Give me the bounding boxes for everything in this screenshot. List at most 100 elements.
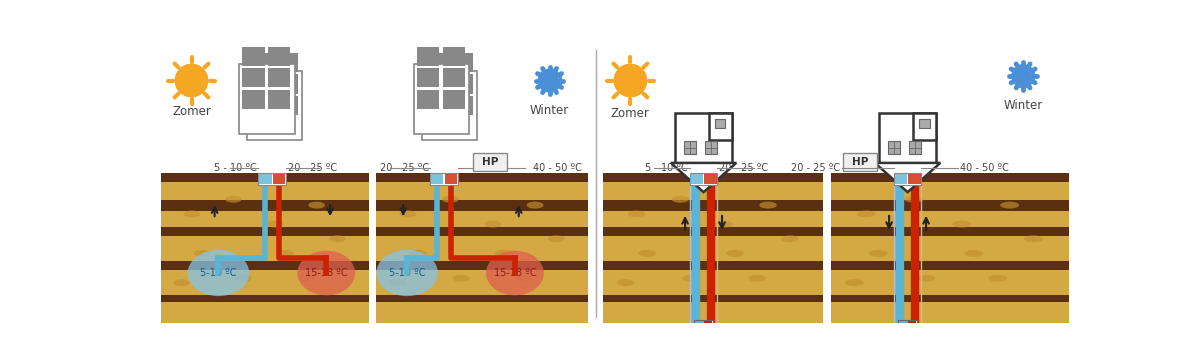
Bar [695, 321, 703, 325]
Bar [703, 321, 712, 325]
Bar [913, 113, 936, 140]
Text: Zomer: Zomer [611, 107, 650, 120]
Bar [830, 261, 1069, 270]
Text: 40 - 50 ºC: 40 - 50 ºC [960, 163, 1009, 173]
Bar [425, 53, 448, 72]
Bar [690, 174, 703, 184]
Bar [830, 295, 1069, 302]
Bar [242, 68, 265, 87]
Text: 15-18 ºC: 15-18 ºC [305, 268, 348, 278]
Bar [473, 153, 508, 171]
Bar [709, 113, 732, 140]
Bar [888, 141, 900, 154]
Bar [161, 295, 368, 302]
Bar [919, 119, 930, 128]
Ellipse shape [845, 279, 864, 286]
Bar [830, 200, 1069, 211]
Ellipse shape [965, 250, 983, 257]
Bar [377, 227, 588, 236]
Bar [604, 173, 823, 323]
Bar [268, 90, 290, 109]
Text: 20 - 25 ºC: 20 - 25 ºC [379, 163, 428, 173]
Ellipse shape [548, 235, 565, 242]
Ellipse shape [1024, 235, 1043, 242]
Bar [161, 261, 368, 270]
Ellipse shape [527, 201, 544, 209]
Bar [268, 68, 290, 87]
Ellipse shape [988, 275, 1007, 282]
Ellipse shape [226, 196, 241, 203]
Bar [274, 174, 286, 184]
Text: 20 - 25 ºC: 20 - 25 ºC [288, 163, 337, 173]
Bar [899, 321, 907, 325]
Ellipse shape [486, 251, 544, 295]
Bar [418, 46, 439, 66]
Bar [894, 174, 907, 184]
Ellipse shape [298, 275, 314, 282]
Bar [161, 227, 368, 236]
Ellipse shape [857, 211, 876, 217]
Text: 5-10 ºC: 5-10 ºC [389, 268, 425, 278]
Bar [830, 173, 1069, 323]
Ellipse shape [298, 251, 355, 295]
Bar [242, 90, 265, 109]
Ellipse shape [672, 196, 689, 203]
Bar [443, 46, 464, 66]
Bar [604, 200, 823, 211]
Bar [604, 227, 823, 236]
Bar [715, 119, 726, 128]
Ellipse shape [494, 250, 512, 257]
Bar [830, 173, 1069, 182]
Bar [276, 74, 298, 94]
Bar [695, 320, 713, 326]
Ellipse shape [715, 221, 733, 228]
Ellipse shape [410, 250, 427, 257]
Ellipse shape [516, 275, 533, 282]
Ellipse shape [266, 221, 283, 228]
Bar [431, 173, 458, 185]
Ellipse shape [308, 201, 325, 209]
Bar [247, 70, 302, 140]
Bar [377, 261, 588, 270]
Polygon shape [671, 163, 737, 192]
Ellipse shape [1000, 201, 1019, 209]
Bar [908, 174, 920, 184]
Bar [878, 113, 936, 163]
Ellipse shape [683, 275, 700, 282]
Ellipse shape [749, 275, 766, 282]
Text: 20 - 25 ºC: 20 - 25 ºC [791, 163, 840, 173]
Ellipse shape [452, 275, 469, 282]
Ellipse shape [760, 201, 776, 209]
Text: Winter: Winter [530, 103, 569, 117]
Bar [604, 261, 823, 270]
Bar [421, 70, 478, 140]
Bar [377, 295, 588, 302]
Bar [418, 90, 439, 109]
Bar [674, 113, 732, 163]
Bar [604, 173, 823, 182]
Bar [899, 320, 917, 326]
Bar [910, 141, 922, 154]
Ellipse shape [905, 196, 924, 203]
Circle shape [613, 64, 647, 97]
Ellipse shape [235, 275, 252, 282]
Bar [706, 141, 718, 154]
Bar [450, 53, 473, 72]
Bar [604, 295, 823, 302]
Bar [425, 74, 448, 94]
Ellipse shape [184, 211, 200, 217]
Bar [414, 64, 469, 134]
Ellipse shape [485, 221, 502, 228]
Bar [239, 64, 295, 134]
Bar [894, 173, 922, 185]
Ellipse shape [377, 250, 438, 296]
Bar [259, 174, 271, 184]
Ellipse shape [400, 211, 416, 217]
Ellipse shape [329, 235, 346, 242]
Text: 15-18 ºC: 15-18 ºC [493, 268, 536, 278]
Bar [276, 53, 298, 72]
Ellipse shape [917, 275, 936, 282]
Bar [690, 185, 718, 325]
Circle shape [174, 64, 209, 97]
Bar [250, 74, 272, 94]
